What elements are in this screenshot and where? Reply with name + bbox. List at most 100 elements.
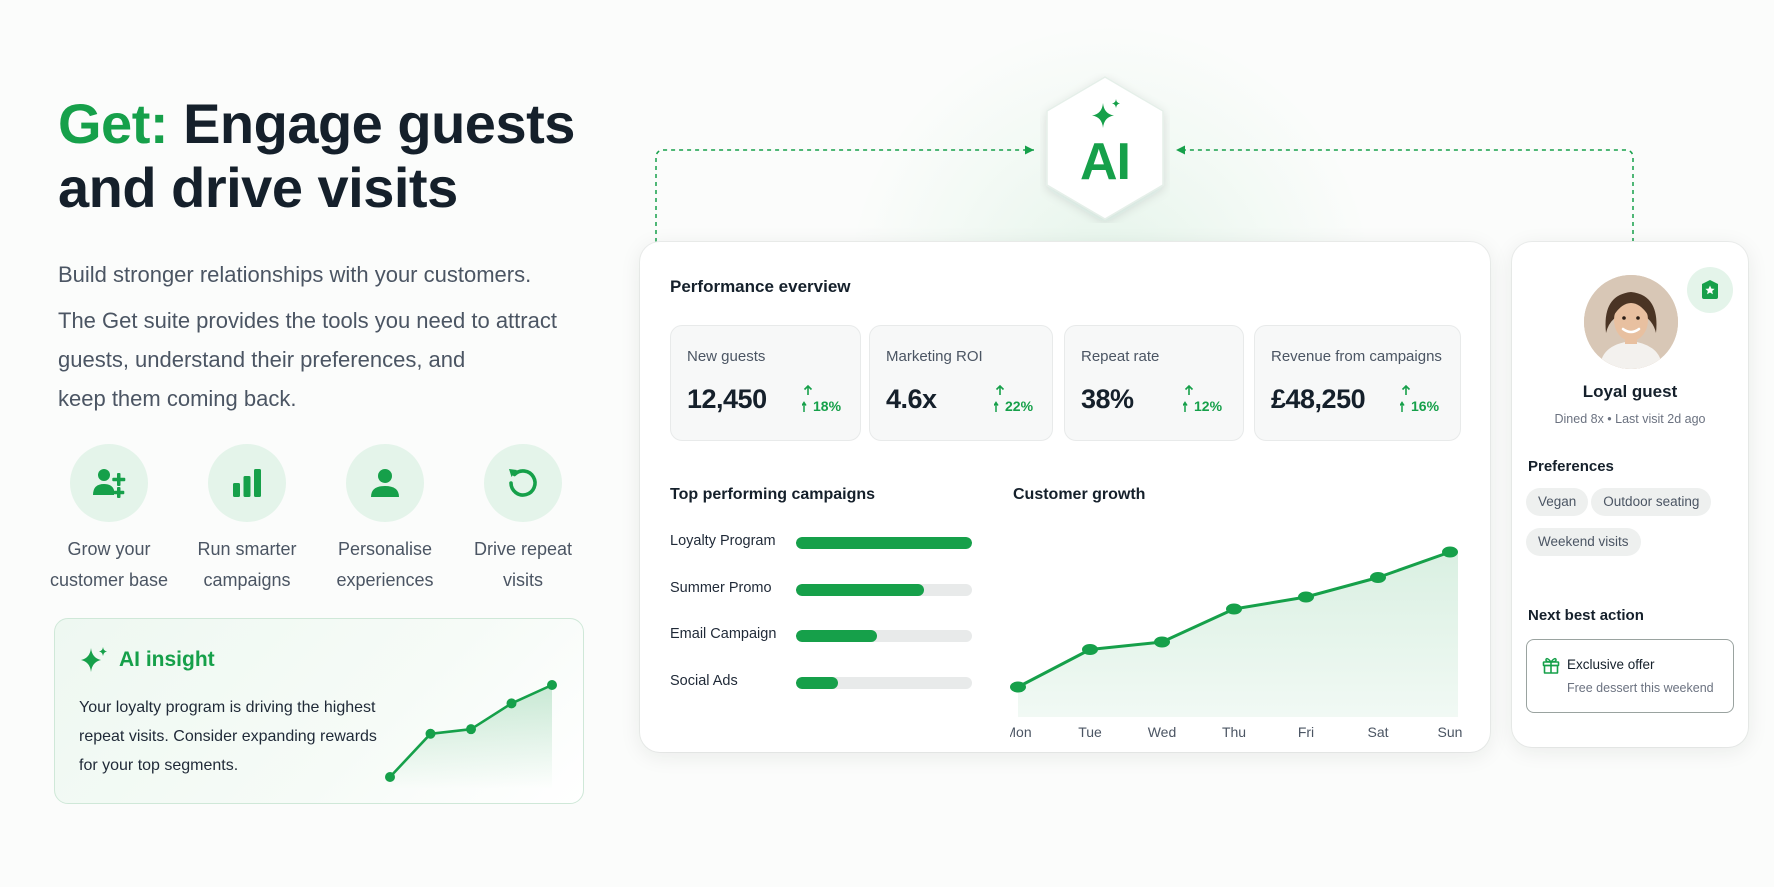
feature-label: Run smarter campaigns [178, 534, 316, 596]
ai-insight-card[interactable]: AI insight Your loyalty program is drivi… [54, 618, 584, 804]
feature-smarter-campaigns[interactable]: Run smarter campaigns [178, 444, 316, 596]
kpi-card-repeat-rate[interactable]: Repeat rate 38% 12% [1064, 325, 1244, 441]
ai-insight-line: Your loyalty program is driving the high… [79, 699, 376, 716]
feature-repeat-visits[interactable]: Drive repeat visits [454, 444, 592, 596]
person-icon [371, 469, 399, 497]
campaign-bar-track [796, 584, 972, 596]
campaign-bar-fill [796, 677, 839, 689]
gift-icon [1542, 657, 1560, 674]
arrow-up-icon [1183, 384, 1194, 412]
bar-chart-icon [233, 469, 261, 497]
arrow-up-icon [994, 384, 1005, 412]
growth-point [1010, 681, 1026, 693]
kpi-value: 4.6x [886, 384, 937, 414]
feature-label: Drive repeat visits [454, 534, 592, 596]
kpi-value: 38% [1081, 384, 1134, 414]
campaign-bar-track [796, 537, 972, 549]
x-tick-label: Thu [1222, 724, 1246, 740]
feature-icon-circle [208, 444, 286, 522]
feature-label-line: Personalise [337, 539, 433, 559]
sparkle-icon [81, 647, 107, 672]
growth-point [1154, 636, 1170, 648]
hero-title-line2: and drive visits [58, 156, 458, 219]
add-user-icon [93, 469, 126, 498]
x-tick-label: Fri [1298, 724, 1314, 740]
arrow-up-icon [802, 384, 813, 412]
kpi-label: Marketing ROI [886, 348, 983, 365]
feature-icon-circle [346, 444, 424, 522]
hero-title: Get: Engage guests and drive visits [58, 92, 618, 220]
x-tick-label: Sat [1367, 724, 1388, 740]
campaign-name: Social Ads [670, 673, 738, 689]
customer-growth-title: Customer growth [1013, 486, 1146, 503]
kpi-card-marketing-roi[interactable]: Marketing ROI 4.6x 22% [869, 325, 1053, 441]
campaign-bar-track [796, 677, 972, 689]
campaigns-title: Top performing campaigns [670, 486, 876, 503]
hero-lead: Build stronger relationships with your c… [58, 262, 532, 287]
kpi-label: New guests [687, 348, 766, 365]
star-badge-icon [1702, 280, 1718, 299]
hero-title-line1: Engage guests [183, 92, 575, 155]
ai-insight-header: AI insight [79, 645, 215, 675]
campaign-bar-track [796, 630, 972, 642]
growth-point [1442, 546, 1458, 558]
kpi-delta-value: 12% [1194, 398, 1223, 414]
guest-profile-card: Loyal guest Dined 8x • Last visit 2d ago… [1512, 242, 1748, 747]
avatar[interactable] [1584, 275, 1678, 369]
feature-label-line: Run smarter [197, 539, 297, 559]
feature-grow-customers[interactable]: Grow your customer base [40, 444, 178, 596]
x-tick-label: Tue [1078, 724, 1102, 740]
hero-title-accent: Get: [58, 92, 169, 155]
campaign-bar-fill [796, 537, 972, 549]
sparkline-point [425, 728, 436, 739]
x-tick-label: Mon [1010, 724, 1032, 740]
hero-body-line: guests, understand their preferences, an… [58, 347, 466, 372]
feature-label-line: Grow your [67, 539, 151, 559]
preference-chip[interactable]: Outdoor seating [1591, 488, 1712, 516]
campaign-name: Summer Promo [670, 580, 772, 596]
kpi-value: £48,250 [1271, 384, 1366, 414]
next-best-action-offer[interactable]: Exclusive offer Free dessert this weeken… [1526, 639, 1734, 713]
preference-chip[interactable]: Weekend visits [1526, 528, 1641, 556]
growth-point [1298, 591, 1314, 603]
guest-meta: Dined 8x • Last visit 2d ago [1554, 412, 1706, 426]
sparkline-area [390, 685, 552, 789]
next-best-action-title: Next best action [1528, 607, 1644, 624]
hero-intro: Build stronger relationships with your c… [58, 255, 618, 418]
campaign-name: Loyalty Program [670, 533, 776, 549]
hero-body-line: keep them coming back. [58, 386, 297, 411]
ai-insight-text: Your loyalty program is driving the high… [79, 693, 379, 780]
preference-chip[interactable]: Vegan [1526, 488, 1589, 516]
preference-chips: Vegan Outdoor seating Weekend visits [1526, 488, 1736, 568]
customer-growth-chart: Mon Tue Wed Thu Fri Sat Sun [1010, 546, 1463, 740]
ai-hub[interactable] [1040, 73, 1170, 223]
feature-list: Grow your customer base Run smarter camp… [40, 444, 600, 594]
feature-label-line: campaigns [203, 570, 291, 590]
sparkline-point [466, 724, 476, 735]
campaign-row[interactable]: Summer Promo [670, 579, 972, 599]
guest-name: Loyal guest [1582, 382, 1678, 401]
kpi-label: Revenue from campaigns [1271, 348, 1442, 365]
sparkline-point [547, 680, 557, 690]
kpi-value: 12,450 [687, 384, 767, 414]
action-subtitle: Free dessert this weekend [1567, 681, 1714, 695]
feature-icon-circle [70, 444, 148, 522]
kpi-card-new-guests[interactable]: New guests 12,450 18% [670, 325, 861, 441]
x-tick-label: Sun [1438, 724, 1463, 740]
ai-hub-label: AI [1080, 133, 1131, 191]
campaign-row[interactable]: Social Ads [670, 672, 972, 692]
campaign-row[interactable]: Email Campaign [670, 625, 972, 645]
refresh-icon [509, 469, 537, 497]
kpi-card-revenue-campaigns[interactable]: Revenue from campaigns £48,250 16% [1254, 325, 1461, 441]
feature-personalise[interactable]: Personalise experiences [316, 444, 454, 596]
campaign-bar-fill [796, 630, 877, 642]
feature-label-line: customer base [49, 570, 169, 590]
hero-body: The Get suite provides the tools you nee… [58, 301, 618, 418]
performance-title: Performance everview [670, 277, 851, 296]
insight-sparkline [385, 680, 557, 789]
ai-hub-hexagon [1046, 76, 1164, 220]
loyalty-badge[interactable] [1687, 267, 1733, 313]
feature-label-line: visits [503, 570, 543, 590]
sparkle-icon [1092, 99, 1120, 128]
campaign-row[interactable]: Loyalty Program [670, 532, 972, 552]
